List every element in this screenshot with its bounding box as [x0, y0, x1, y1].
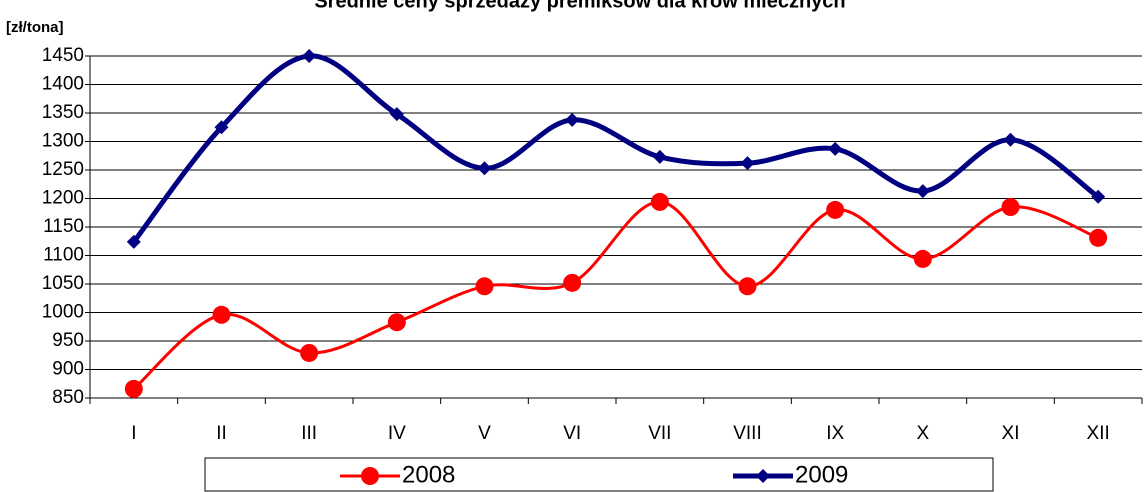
x-tick-label: V	[478, 423, 491, 444]
y-tick-label: 950	[52, 330, 84, 351]
y-tick-label: 1300	[42, 131, 84, 152]
x-tick-label: VI	[563, 423, 581, 444]
y-tick-label: 1450	[42, 45, 84, 66]
x-tick-label: XI	[1002, 423, 1020, 444]
data-point	[214, 120, 229, 135]
series-line	[131, 53, 1100, 244]
data-point	[826, 200, 845, 219]
chart-title: Średnie ceny sprzedaży premiksów dla kró…	[314, 0, 845, 12]
data-point	[1003, 132, 1018, 147]
data-point	[652, 149, 667, 164]
y-tick-label: 1100	[43, 245, 84, 266]
y-tick-label: 1400	[42, 74, 84, 95]
data-point	[1001, 198, 1020, 217]
legend-label: 2009	[795, 461, 848, 488]
data-point	[828, 141, 843, 156]
legend-label: 2008	[402, 461, 455, 488]
data-point	[212, 305, 231, 324]
legend-marker	[361, 467, 379, 485]
y-tick-label: 1350	[42, 102, 84, 123]
data-point	[915, 184, 930, 199]
data-point	[565, 112, 580, 127]
y-tick-label: 1200	[42, 188, 84, 209]
x-tick-label: VII	[648, 423, 671, 444]
x-tick-label: IV	[388, 423, 406, 444]
legend	[204, 457, 994, 492]
data-point	[740, 156, 755, 171]
y-tick-label: 900	[52, 359, 84, 380]
data-point	[477, 161, 492, 176]
y-tick-label: 850	[52, 387, 84, 408]
y-tick-label: 1000	[42, 302, 84, 323]
x-tick-label: IX	[826, 423, 844, 444]
x-tick-label: III	[301, 423, 317, 444]
series-line	[132, 200, 1099, 391]
data-point	[913, 249, 932, 268]
data-point	[563, 273, 582, 292]
data-point	[387, 313, 406, 332]
x-tick-label: XII	[1087, 423, 1110, 444]
data-point	[1091, 189, 1106, 204]
data-point	[650, 192, 669, 211]
data-point	[1089, 228, 1108, 247]
legend-marker	[756, 469, 770, 483]
data-point	[126, 234, 141, 249]
data-point	[475, 277, 494, 296]
x-tick-label: II	[216, 423, 227, 444]
y-axis-label: [zł/tona]	[6, 19, 64, 36]
data-point	[738, 277, 757, 296]
data-point	[124, 379, 143, 398]
x-tick-label: VIII	[733, 423, 762, 444]
data-point	[389, 107, 404, 122]
data-point	[300, 343, 319, 362]
y-tick-label: 1250	[42, 159, 84, 180]
x-tick-label: I	[131, 423, 136, 444]
y-tick-label: 1050	[42, 273, 84, 294]
x-tick-label: X	[916, 423, 929, 444]
data-point	[302, 49, 317, 63]
y-tick-label: 1150	[43, 216, 84, 237]
